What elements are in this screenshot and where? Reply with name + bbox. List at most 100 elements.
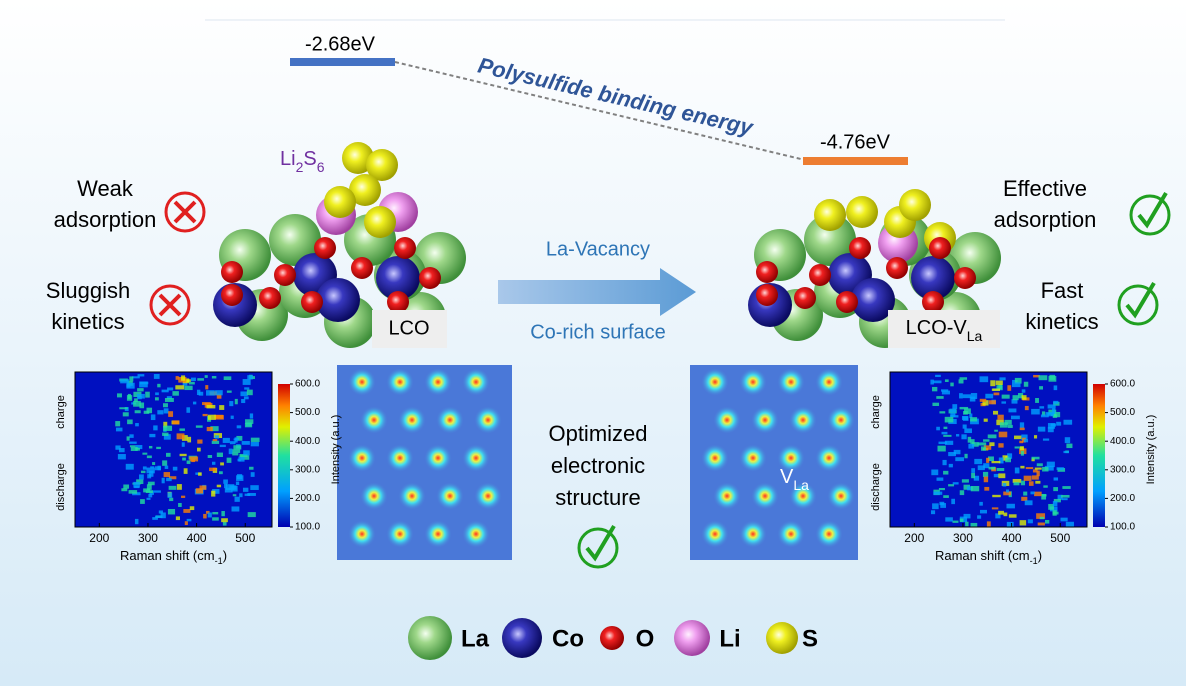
heatmap-cell xyxy=(127,419,133,425)
density-spot xyxy=(701,520,729,548)
charge-label: charge xyxy=(870,395,882,429)
colorbar-tick-label: 600.0 xyxy=(1110,379,1135,390)
heatmap-cell xyxy=(161,477,165,484)
heatmap-cell xyxy=(234,398,238,405)
heatmap-cell xyxy=(148,493,153,498)
heatmap-cell xyxy=(1040,414,1049,418)
density-spot xyxy=(386,368,414,396)
heatmap-cell xyxy=(952,520,959,523)
heatmap-cell xyxy=(1056,467,1064,470)
heatmap-cell xyxy=(221,518,228,523)
heatmap-cell xyxy=(149,433,156,438)
heatmap-cell xyxy=(206,404,216,409)
colorbar-tick-label: 200.0 xyxy=(295,493,320,504)
text-part: LCO-V xyxy=(906,317,968,339)
density-spot xyxy=(424,444,452,472)
atom-o xyxy=(756,284,778,306)
heatmap-cell xyxy=(1053,385,1058,391)
heatmap-cell xyxy=(226,390,232,393)
heatmap-cell xyxy=(231,506,240,512)
density-spot xyxy=(436,482,464,510)
heatmap-cell xyxy=(1019,440,1023,444)
heatmap-cell xyxy=(178,502,182,507)
heatmap-cell xyxy=(1053,477,1059,481)
heatmap-cell xyxy=(221,510,225,517)
heatmap-cell xyxy=(967,486,973,491)
weak-adsorption: Weak xyxy=(77,176,134,201)
density-spot xyxy=(827,482,855,510)
heatmap-cell xyxy=(1042,438,1050,441)
heatmap-cell xyxy=(152,462,156,465)
heatmap-cell xyxy=(163,408,169,414)
check-icon xyxy=(1129,194,1171,236)
heatmap-cell xyxy=(950,412,956,417)
process-arrow xyxy=(498,268,696,316)
heatmap-cell xyxy=(998,384,1003,390)
heatmap-cell xyxy=(961,479,969,483)
heatmap-cell xyxy=(952,482,959,485)
heatmap-cell xyxy=(149,470,154,477)
heatmap-cell xyxy=(155,515,163,518)
heatmap-cell xyxy=(155,392,159,396)
density-spot xyxy=(474,406,502,434)
density-spot xyxy=(777,520,805,548)
heatmap-cell xyxy=(937,445,946,452)
colorbar-tick-label: 200.0 xyxy=(1110,493,1135,504)
heatmap-cell xyxy=(961,416,968,420)
heatmap-cell xyxy=(136,393,145,399)
heatmap-cell xyxy=(117,393,122,398)
heatmap-cell xyxy=(247,375,253,380)
density-spot xyxy=(474,482,502,510)
heatmap-cell xyxy=(163,434,171,440)
heatmap-cell xyxy=(211,440,220,444)
heatmap-cell xyxy=(1053,487,1059,492)
heatmap-cell xyxy=(126,382,135,389)
heatmap-cell xyxy=(164,465,169,469)
heatmap-cell xyxy=(1053,400,1059,404)
heatmap-cell xyxy=(1001,394,1010,399)
heatmap-cell xyxy=(970,486,980,492)
heatmap-cell xyxy=(126,436,130,441)
heatmap-cell xyxy=(1019,427,1025,431)
heatmap-cell xyxy=(127,393,131,399)
heatmap-cell xyxy=(172,391,179,396)
heatmap-cell xyxy=(139,402,145,409)
subscript: 6 xyxy=(317,159,325,175)
density-spot xyxy=(789,482,817,510)
heatmap-cell xyxy=(244,423,253,428)
heatmap-cell xyxy=(1062,486,1071,489)
heatmap-cell xyxy=(979,398,987,402)
process-bottom: Co-rich surface xyxy=(530,321,666,343)
heatmap-cell xyxy=(129,376,134,382)
check-icon xyxy=(1137,191,1168,229)
fast-kinetics: Fast xyxy=(1041,278,1084,303)
heatmap-cell xyxy=(1039,386,1044,390)
heatmap-cell xyxy=(186,407,191,413)
heatmap-cell xyxy=(959,393,963,399)
heatmap-cell xyxy=(222,521,227,526)
heatmap-cell xyxy=(932,402,940,407)
density-spot xyxy=(436,406,464,434)
heatmap-cell xyxy=(139,474,144,480)
heatmap-cell xyxy=(250,472,255,477)
heatmap-cell xyxy=(1030,491,1035,495)
heatmap-cell xyxy=(242,379,251,385)
heatmap-cell xyxy=(236,435,243,441)
heatmap-cell xyxy=(1021,389,1026,393)
heatmap-cell xyxy=(979,509,987,514)
density-spot xyxy=(462,368,490,396)
atom-s xyxy=(899,189,931,221)
heatmap-cell xyxy=(1043,485,1048,488)
heatmap-cell xyxy=(163,425,173,431)
atom-la xyxy=(269,214,321,266)
effective-adsorption: Effective xyxy=(1003,176,1087,201)
heatmap-cell xyxy=(132,376,140,379)
heatmap-cell xyxy=(993,473,999,478)
check-icon xyxy=(585,524,616,562)
sample-left: LCO xyxy=(388,317,429,339)
heatmap-cell xyxy=(1047,404,1056,409)
heatmap-cell xyxy=(1036,463,1043,467)
heatmap-cell xyxy=(1066,443,1073,449)
heatmap-cell xyxy=(1006,521,1014,528)
heatmap-cell xyxy=(1021,434,1028,441)
